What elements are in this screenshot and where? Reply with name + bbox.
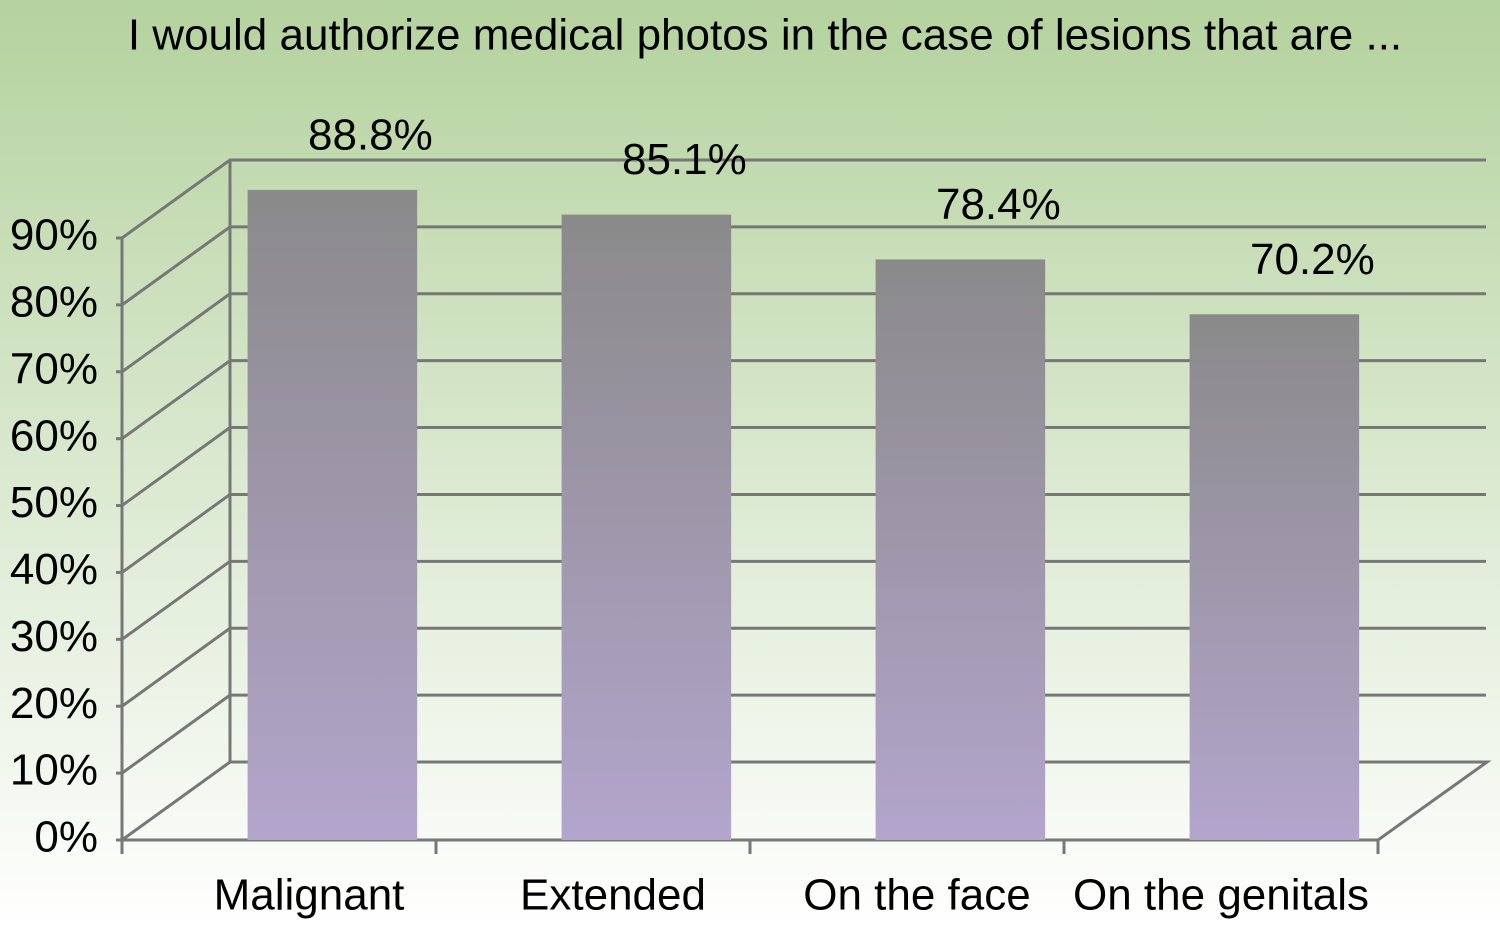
y-tick-label: 20% (10, 679, 98, 728)
y-tick-label: 0% (34, 813, 98, 862)
grid-line (121, 693, 1486, 775)
grid-line (121, 492, 1486, 574)
y-tick-label: 40% (10, 545, 98, 594)
y-tick-label: 30% (10, 612, 98, 661)
x-tick-label: On the genitals (1073, 871, 1369, 920)
y-tick-label: 60% (10, 411, 98, 460)
bar (247, 189, 418, 840)
x-tick-label: Extended (520, 871, 706, 920)
x-tick-label: On the face (803, 871, 1030, 920)
x-tick-label: Malignant (214, 871, 405, 920)
grid-line (121, 158, 1486, 240)
bar (1189, 314, 1360, 840)
value-label: 85.1% (622, 135, 747, 184)
value-label: 78.4% (936, 180, 1061, 229)
grid-line (121, 760, 1486, 842)
bar (561, 214, 732, 841)
grid-line (121, 225, 1486, 307)
grid-line (121, 426, 1486, 507)
bar (875, 259, 1046, 840)
grid-line (121, 359, 1486, 440)
grid-line (121, 559, 1486, 641)
y-tick-label: 90% (10, 211, 98, 260)
chart-title: I would authorize medical photos in the … (128, 11, 1402, 60)
y-tick-label: 70% (10, 344, 98, 393)
y-tick-label: 10% (10, 746, 98, 795)
grid-line (121, 626, 1486, 708)
y-tick-label: 80% (10, 278, 98, 327)
value-label: 88.8% (308, 110, 433, 159)
y-tick-label: 50% (10, 478, 98, 527)
grid-line (121, 292, 1486, 373)
value-label: 70.2% (1250, 235, 1375, 284)
